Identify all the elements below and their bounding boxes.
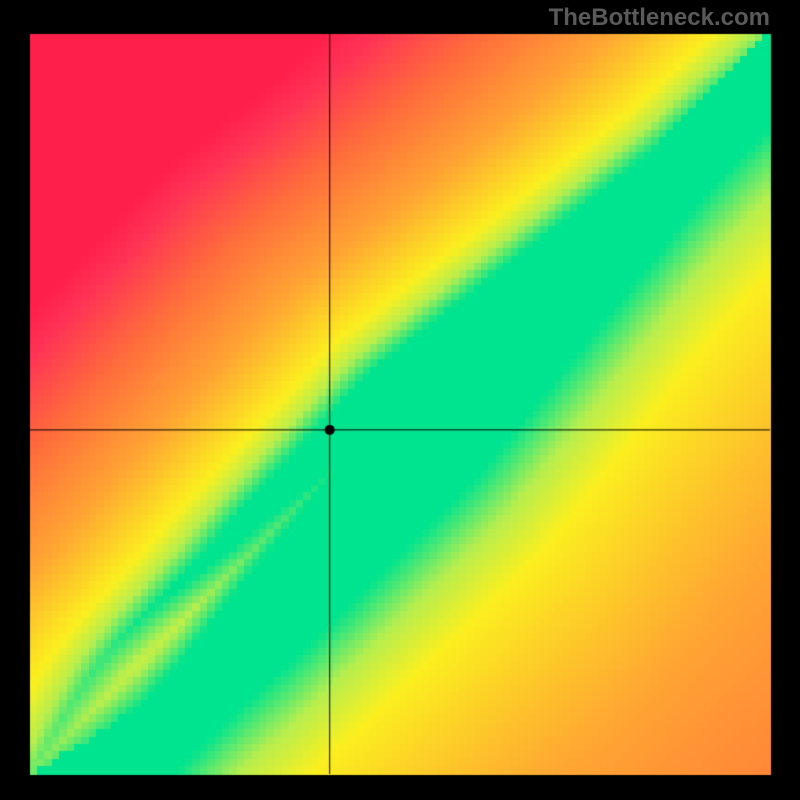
chart-container: TheBottleneck.com — [0, 0, 800, 800]
watermark-text: TheBottleneck.com — [549, 4, 770, 32]
bottleneck-heatmap — [0, 0, 800, 800]
